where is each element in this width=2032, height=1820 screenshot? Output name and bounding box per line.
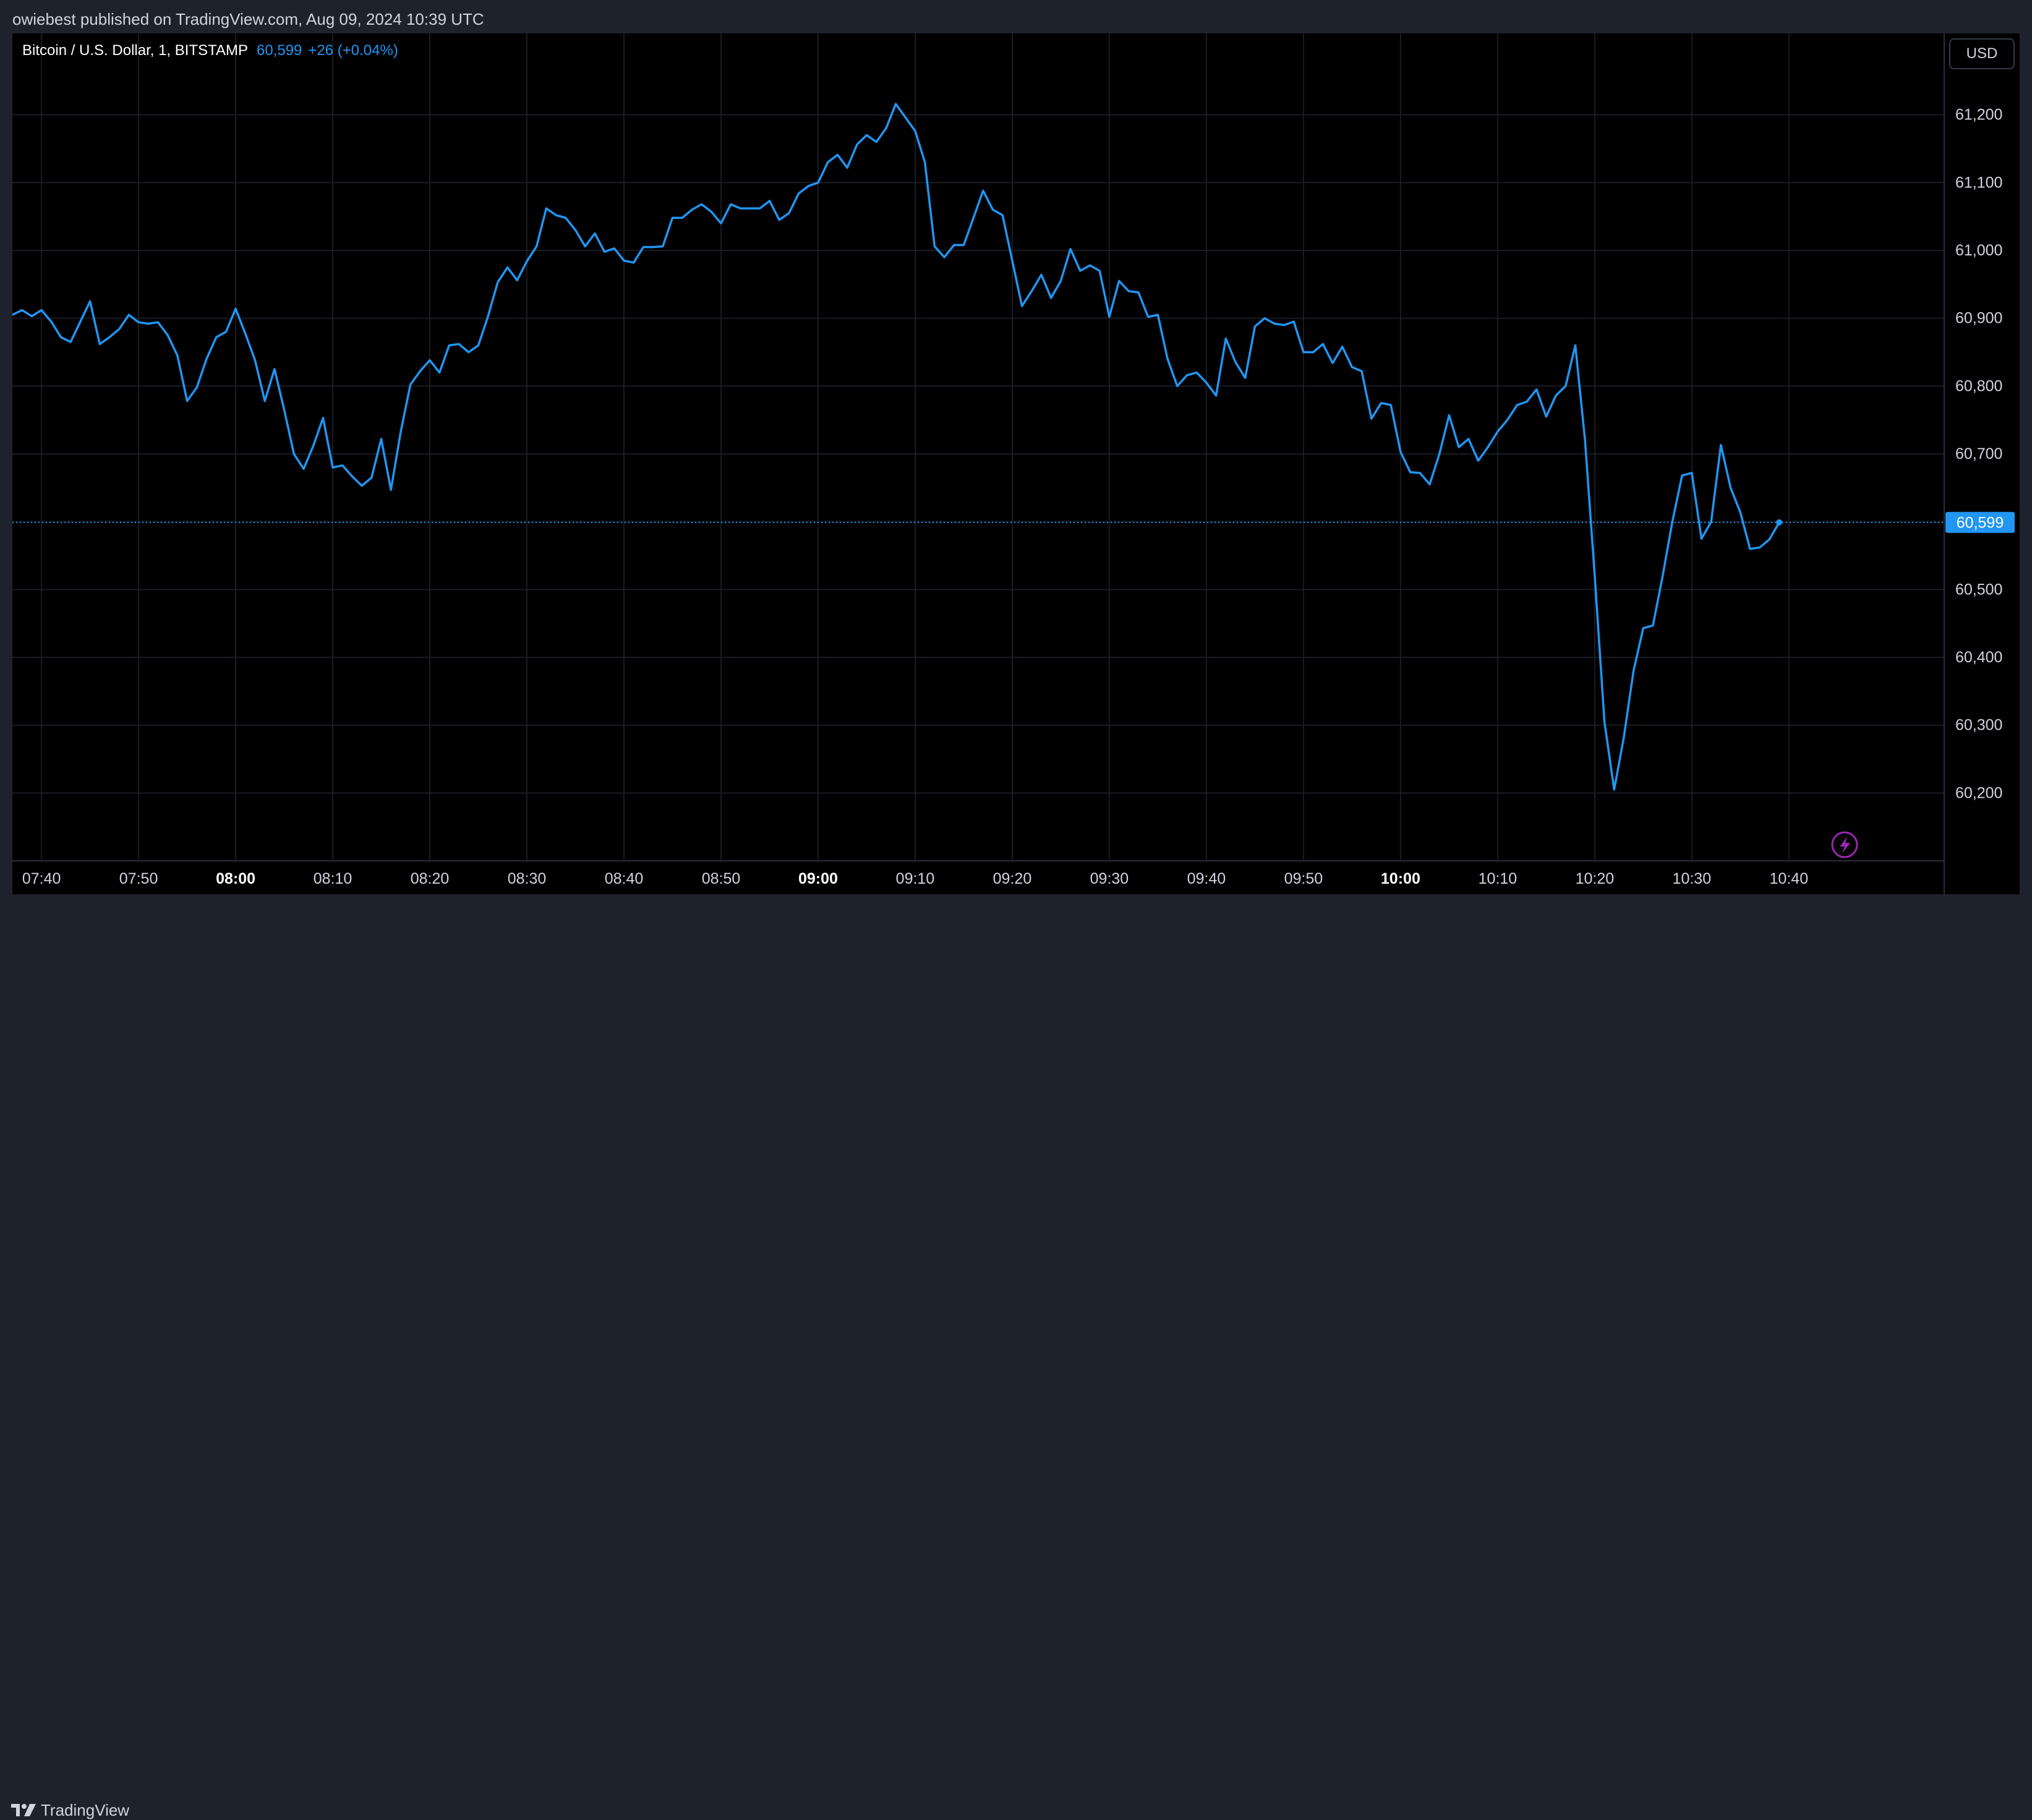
currency-button[interactable]: USD (1949, 38, 2015, 69)
x-tick-label: 10:40 (1770, 870, 1809, 887)
x-tick-label: 07:40 (22, 870, 61, 887)
y-tick-label: 60,800 (1955, 377, 2002, 395)
price-series (12, 103, 1783, 791)
publish-line: owiebest published on TradingView.com, A… (12, 10, 484, 28)
y-tick-label: 61,200 (1955, 106, 2002, 124)
y-tick-label: 60,700 (1955, 445, 2002, 463)
legend-price: 60,599 (257, 42, 302, 59)
last-price-label-bg (1945, 511, 2015, 533)
x-tick-label: 08:50 (702, 870, 741, 887)
x-tick-label: 08:20 (411, 870, 450, 887)
y-tick-label: 60,900 (1955, 310, 2002, 327)
last-price-dot (1776, 519, 1783, 526)
x-tick-label: 09:00 (798, 870, 838, 887)
price-axis: 60,20060,30060,40060,50060,60060,70060,8… (1945, 106, 2015, 801)
chart-legend: Bitcoin / U.S. Dollar, 1, BITSTAMP 60,599… (22, 42, 398, 59)
chart-panel[interactable]: 60,20060,30060,40060,50060,60060,70060,8… (12, 33, 2020, 894)
y-tick-label: 61,000 (1955, 242, 2002, 259)
lightning-icon[interactable] (1831, 831, 1858, 858)
last-price-label: 60,599 (1957, 515, 2004, 532)
y-tick-label: 60,300 (1955, 717, 2002, 734)
y-tick-label: 60,500 (1955, 581, 2002, 598)
x-tick-label: 07:50 (119, 870, 158, 887)
x-tick-label: 08:40 (605, 870, 644, 887)
price-line[interactable] (12, 103, 1780, 791)
tradingview-logo-icon (11, 1804, 36, 1816)
x-tick-label: 09:50 (1284, 870, 1323, 887)
legend-change: +26 (+0.04%) (308, 42, 398, 59)
y-tick-label: 60,200 (1955, 784, 2002, 801)
x-tick-label: 08:30 (508, 870, 547, 887)
footer-brand: TradingView (41, 1801, 130, 1819)
x-tick-label: 10:10 (1479, 870, 1518, 887)
y-tick-label: 60,400 (1955, 649, 2002, 666)
x-tick-label: 08:10 (314, 870, 352, 887)
x-tick-label: 09:30 (1090, 870, 1129, 887)
x-tick-label: 10:30 (1673, 870, 1712, 887)
footer-bar: TradingView (0, 894, 2032, 1819)
x-tick-label: 09:10 (896, 870, 935, 887)
grid-lines (12, 33, 1944, 861)
time-axis: 07:40 07:50 08:00 08:10 08:20 08:30 08:40 08:50… (22, 870, 1808, 887)
x-tick-label: 09:20 (993, 870, 1032, 887)
legend-symbol: Bitcoin / U.S. Dollar, 1, BITSTAMP (22, 42, 248, 59)
header-bar: owiebest published on TradingView.com, A… (0, 0, 2032, 33)
x-tick-label: 08:00 (216, 870, 255, 887)
price-chart[interactable]: 60,20060,30060,40060,50060,60060,70060,8… (12, 33, 2020, 894)
x-tick-label: 10:00 (1381, 870, 1420, 887)
y-tick-label: 61,100 (1955, 174, 2002, 191)
x-tick-label: 10:20 (1576, 870, 1615, 887)
x-tick-label: 09:40 (1187, 870, 1226, 887)
